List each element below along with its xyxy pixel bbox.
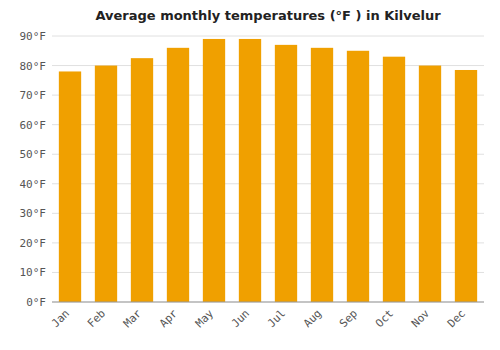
grid xyxy=(52,36,484,302)
chart: Average monthly temperatures (°F ) in Ki… xyxy=(0,0,500,350)
bar xyxy=(419,66,441,302)
y-tick-label: 0°F xyxy=(26,296,46,309)
y-tick-label: 50°F xyxy=(20,148,47,161)
y-tick-label: 10°F xyxy=(20,266,47,279)
bar xyxy=(455,70,477,302)
x-tick-label: Jun xyxy=(229,307,252,330)
bar xyxy=(383,57,405,302)
x-axis-line xyxy=(52,302,484,303)
y-tick-label: 30°F xyxy=(20,207,47,220)
bar xyxy=(59,71,81,302)
x-tick-label: Feb xyxy=(85,307,108,330)
grid-line xyxy=(52,302,484,303)
bars xyxy=(59,39,477,302)
x-tick-label: Aug xyxy=(301,307,324,330)
bar xyxy=(95,66,117,302)
grid-line xyxy=(52,36,484,37)
y-tick-label: 40°F xyxy=(20,178,47,191)
bar xyxy=(203,39,225,302)
y-tick-label: 90°F xyxy=(20,30,47,43)
chart-container: Average monthly temperatures (°F ) in Ki… xyxy=(0,0,500,350)
x-tick-label: Mar xyxy=(121,307,145,331)
x-tick-label: May xyxy=(193,307,217,331)
y-tick-label: 60°F xyxy=(20,119,47,132)
x-tick-label: Sep xyxy=(337,307,360,330)
y-tick-label: 20°F xyxy=(20,237,47,250)
title: Average monthly temperatures (°F ) in Ki… xyxy=(95,8,441,23)
y-tick-label: 80°F xyxy=(20,60,47,73)
x-tick-label: Jul xyxy=(265,307,288,330)
bar xyxy=(311,48,333,302)
x-tick-label: Dec xyxy=(445,307,468,330)
x-tick-label: Nov xyxy=(409,307,433,331)
x-tick-label: Jan xyxy=(49,307,72,330)
bar xyxy=(239,39,261,302)
y-tick-label: 70°F xyxy=(20,89,47,102)
bar xyxy=(167,48,189,302)
bar xyxy=(347,51,369,302)
x-tick-label: Apr xyxy=(157,307,181,331)
bar xyxy=(275,45,297,302)
bar xyxy=(131,58,153,302)
x-tick-label: Oct xyxy=(373,307,396,330)
